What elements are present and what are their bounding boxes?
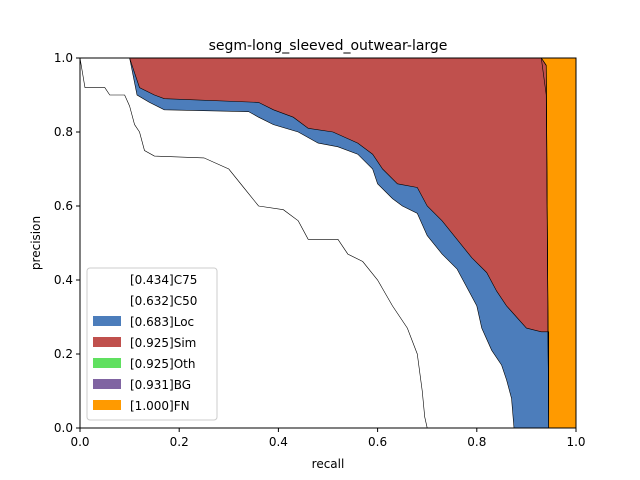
x-tick-label: 0.8 — [467, 435, 486, 449]
legend-label: [0.925]Oth — [130, 357, 195, 371]
y-axis-ticks: 0.0 0.2 0.4 0.6 0.8 1.0 — [54, 51, 80, 435]
legend-items: [0.434]C75 [0.632]C50 [0.683]Loc [0.925]Sim… — [93, 273, 197, 413]
legend-swatch — [93, 400, 121, 410]
legend-label: [0.632]C50 — [130, 294, 197, 308]
y-tick-label: 0.4 — [54, 273, 73, 287]
curve-loc — [80, 57, 550, 428]
legend-label: [0.931]BG — [130, 378, 191, 392]
legend-swatch — [93, 316, 121, 326]
x-tick-label: 0.2 — [170, 435, 189, 449]
legend-label: [0.925]Sim — [130, 336, 196, 350]
y-tick-label: 0.2 — [54, 347, 73, 361]
curve-c75 — [79, 57, 428, 429]
legend-label: [0.434]C75 — [130, 273, 197, 287]
x-axis-ticks: 0.0 0.2 0.4 0.6 0.8 1.0 — [70, 428, 586, 449]
y-tick-label: 1.0 — [54, 51, 73, 65]
legend-label: [1.000]FN — [130, 399, 190, 413]
legend-swatch — [93, 379, 121, 389]
y-tick-label: 0.8 — [54, 125, 73, 139]
x-tick-label: 0.0 — [70, 435, 89, 449]
legend: [0.434]C75 [0.632]C50 [0.683]Loc [0.925]Sim… — [86, 267, 218, 421]
legend-swatch — [93, 274, 121, 284]
legend-label: [0.683]Loc — [130, 315, 194, 329]
chart-title: segm-long_sleeved_outwear-large — [209, 38, 448, 54]
y-tick-label: 0.0 — [54, 421, 73, 435]
x-tick-label: 0.4 — [269, 435, 288, 449]
y-axis-label: precision — [29, 216, 43, 270]
x-tick-label: 1.0 — [566, 435, 585, 449]
x-tick-label: 0.6 — [368, 435, 387, 449]
legend-swatch — [93, 295, 121, 305]
legend-swatch — [93, 337, 121, 347]
x-axis-label: recall — [312, 457, 345, 471]
legend-swatch — [93, 358, 121, 368]
y-tick-label: 0.6 — [54, 199, 73, 213]
plot-frame — [79, 57, 577, 429]
curve-c50 — [80, 57, 515, 429]
